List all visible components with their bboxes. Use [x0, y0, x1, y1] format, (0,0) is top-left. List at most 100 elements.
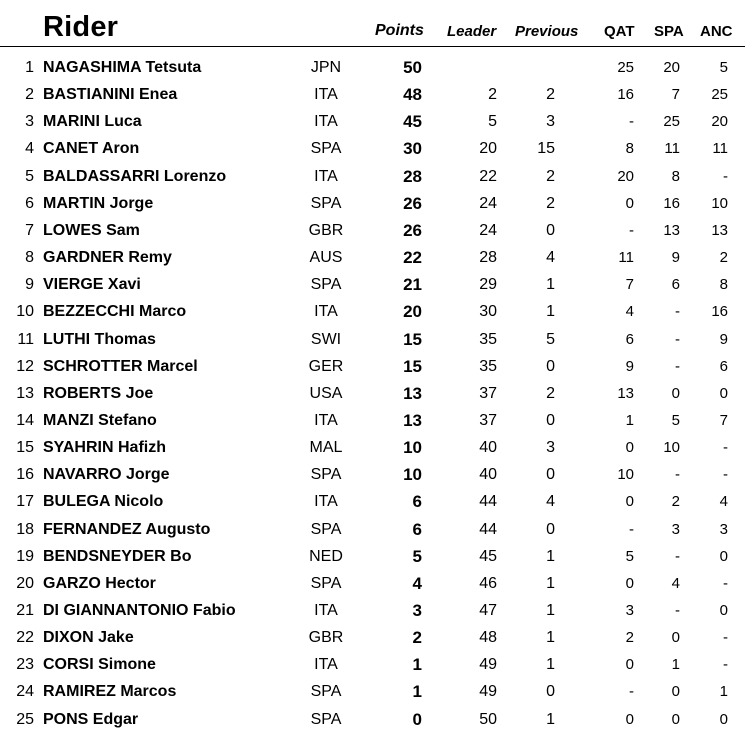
cell-points: 10 — [403, 465, 422, 485]
cell-name: GARZO Hector — [43, 574, 156, 592]
cell-previous: 1 — [546, 710, 555, 728]
cell-points: 6 — [412, 492, 422, 512]
cell-points: 1 — [412, 682, 422, 702]
cell-anc: 0 — [719, 602, 728, 619]
cell-qat: 1 — [625, 411, 634, 429]
cell-spa: 2 — [671, 493, 680, 511]
cell-qat: 0 — [625, 710, 634, 728]
table-row: 16 NAVARRO Jorge SPA 10 40 0 10 - - — [0, 461, 745, 488]
cell-spa: 10 — [663, 439, 680, 457]
cell-spa: - — [675, 602, 680, 619]
cell-spa: 16 — [663, 194, 680, 212]
cell-name: MARTIN Jorge — [43, 194, 154, 212]
cell-points: 13 — [403, 410, 422, 430]
cell-qat: 5 — [625, 547, 634, 565]
cell-anc: 2 — [719, 249, 728, 267]
cell-pos: 16 — [16, 466, 34, 484]
cell-nation: GER — [308, 357, 344, 375]
cell-spa: 8 — [671, 167, 680, 185]
cell-spa: - — [675, 303, 680, 321]
table-row: 9 VIERGE Xavi SPA 21 29 1 7 6 8 — [0, 271, 745, 298]
cell-nation: SPA — [310, 574, 342, 592]
cell-nation: SPA — [310, 140, 342, 158]
table-row: 18 FERNANDEZ Augusto SPA 6 44 0 - 3 3 — [0, 516, 745, 543]
cell-leader: 35 — [479, 330, 497, 348]
cell-pos: 4 — [25, 140, 34, 158]
cell-qat: 25 — [617, 59, 634, 76]
cell-qat: 13 — [617, 384, 634, 402]
table-row: 15 SYAHRIN Hafizh MAL 10 40 3 0 10 - — [0, 434, 745, 461]
cell-nation: ITA — [314, 493, 338, 511]
cell-anc: - — [723, 439, 728, 457]
cell-nation: MAL — [309, 439, 343, 457]
table-row: 12 SCHROTTER Marcel GER 15 35 0 9 - 6 — [0, 353, 745, 380]
cell-spa: - — [675, 330, 680, 348]
header-anc: ANC — [700, 23, 733, 40]
cell-leader: 44 — [479, 493, 497, 511]
cell-previous: 2 — [546, 86, 555, 104]
cell-leader: 44 — [479, 520, 497, 538]
cell-previous: 0 — [546, 466, 555, 484]
cell-qat: - — [629, 520, 634, 538]
table-row: 25 PONS Edgar SPA 0 50 1 0 0 0 — [0, 706, 745, 733]
cell-pos: 2 — [25, 86, 34, 104]
cell-pos: 23 — [16, 656, 34, 674]
cell-nation: ITA — [314, 167, 338, 185]
cell-nation: ITA — [314, 656, 338, 674]
cell-nation: NED — [309, 547, 343, 565]
cell-spa: 0 — [671, 384, 680, 402]
cell-anc: - — [723, 629, 728, 647]
cell-anc: 4 — [719, 493, 728, 511]
table-header: Rider Points Leader Previous QAT SPA ANC — [0, 11, 745, 47]
cell-name: FERNANDEZ Augusto — [43, 520, 211, 538]
cell-leader: 35 — [479, 357, 497, 375]
cell-name: DIXON Jake — [43, 629, 134, 647]
cell-name: PONS Edgar — [43, 710, 139, 728]
header-qat: QAT — [604, 23, 635, 40]
cell-leader: 45 — [479, 547, 497, 565]
header-previous: Previous — [515, 23, 579, 40]
cell-points: 50 — [403, 58, 422, 77]
cell-pos: 9 — [25, 276, 34, 294]
header-points: Points — [375, 22, 424, 39]
cell-anc: 9 — [719, 330, 728, 348]
cell-qat: 11 — [618, 249, 634, 267]
cell-points: 5 — [412, 546, 422, 566]
cell-spa: 20 — [663, 59, 680, 76]
cell-previous: 1 — [546, 547, 555, 565]
cell-nation: AUS — [309, 249, 343, 267]
cell-leader: 48 — [479, 629, 497, 647]
cell-nation: SPA — [310, 683, 342, 701]
cell-previous: 4 — [546, 493, 555, 511]
cell-name: NAGASHIMA Tetsuta — [43, 59, 202, 76]
cell-nation: SPA — [310, 466, 342, 484]
cell-points: 15 — [403, 356, 422, 376]
cell-points: 22 — [403, 248, 422, 268]
cell-leader: 28 — [479, 249, 497, 267]
cell-points: 4 — [412, 573, 422, 593]
cell-anc: 8 — [719, 276, 728, 294]
cell-pos: 14 — [16, 411, 34, 429]
cell-nation: ITA — [314, 303, 338, 321]
cell-points: 13 — [403, 383, 422, 403]
cell-previous: 1 — [546, 602, 555, 619]
cell-pos: 6 — [25, 194, 34, 212]
cell-points: 21 — [403, 275, 422, 295]
cell-name: CANET Aron — [43, 140, 140, 158]
cell-previous: 0 — [546, 357, 555, 375]
cell-leader: 49 — [479, 683, 497, 701]
cell-qat: 3 — [625, 602, 634, 619]
cell-anc: 6 — [719, 357, 728, 375]
cell-pos: 22 — [16, 629, 34, 647]
cell-spa: 7 — [671, 86, 680, 104]
cell-name: LOWES Sam — [43, 221, 140, 239]
table-row: 7 LOWES Sam GBR 26 24 0 - 13 13 — [0, 217, 745, 244]
cell-leader: 47 — [479, 602, 497, 619]
cell-spa: 25 — [663, 113, 680, 131]
cell-spa: 13 — [663, 221, 680, 239]
header-spa: SPA — [654, 23, 684, 40]
cell-spa: 11 — [664, 140, 680, 158]
cell-previous: 2 — [546, 384, 555, 402]
cell-name: BALDASSARRI Lorenzo — [43, 167, 227, 185]
cell-pos: 15 — [16, 439, 34, 457]
